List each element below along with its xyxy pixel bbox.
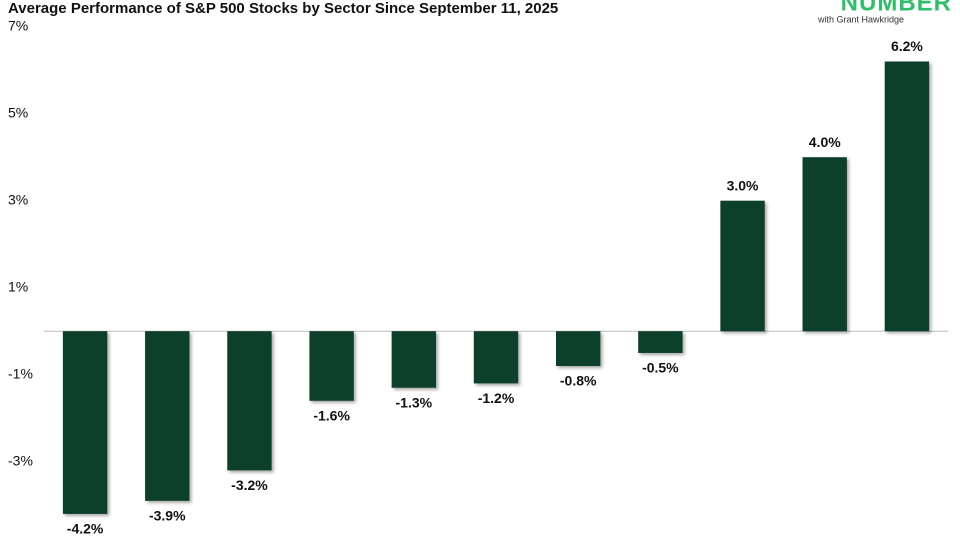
value-label: -0.8%: [560, 373, 597, 389]
logo-name: NUMBER: [841, 0, 952, 16]
value-label: -0.5%: [642, 360, 679, 376]
bar: [720, 200, 765, 332]
value-label: -3.2%: [231, 477, 268, 493]
y-tick-label: 5%: [8, 104, 28, 120]
bar: [145, 331, 190, 501]
bar: [638, 331, 683, 353]
y-tick-label: -1%: [8, 365, 33, 381]
bar: [802, 157, 847, 332]
bar: [227, 331, 272, 471]
bar: [62, 331, 108, 514]
value-label: 6.2%: [891, 38, 923, 54]
value-label: 4.0%: [809, 134, 841, 150]
y-tick-label: 3%: [8, 191, 28, 207]
value-label: -1.2%: [478, 390, 515, 406]
value-label: -1.6%: [313, 408, 350, 424]
bar: [309, 331, 354, 401]
value-label: -1.3%: [396, 394, 433, 410]
value-label: -4.2%: [67, 521, 104, 537]
bar: [884, 61, 930, 332]
y-tick-label: 1%: [8, 278, 28, 294]
bar: [391, 331, 437, 388]
value-label: -3.9%: [149, 508, 186, 524]
y-tick-label: 7%: [8, 17, 28, 33]
y-tick-label: -3%: [8, 452, 33, 468]
bar: [473, 331, 519, 384]
bar: [555, 331, 601, 366]
chart-title: Average Performance of S&P 500 Stocks by…: [8, 0, 558, 17]
logo-tagline: with Grant Hawkridge: [817, 14, 904, 24]
value-label: 3.0%: [727, 177, 759, 193]
